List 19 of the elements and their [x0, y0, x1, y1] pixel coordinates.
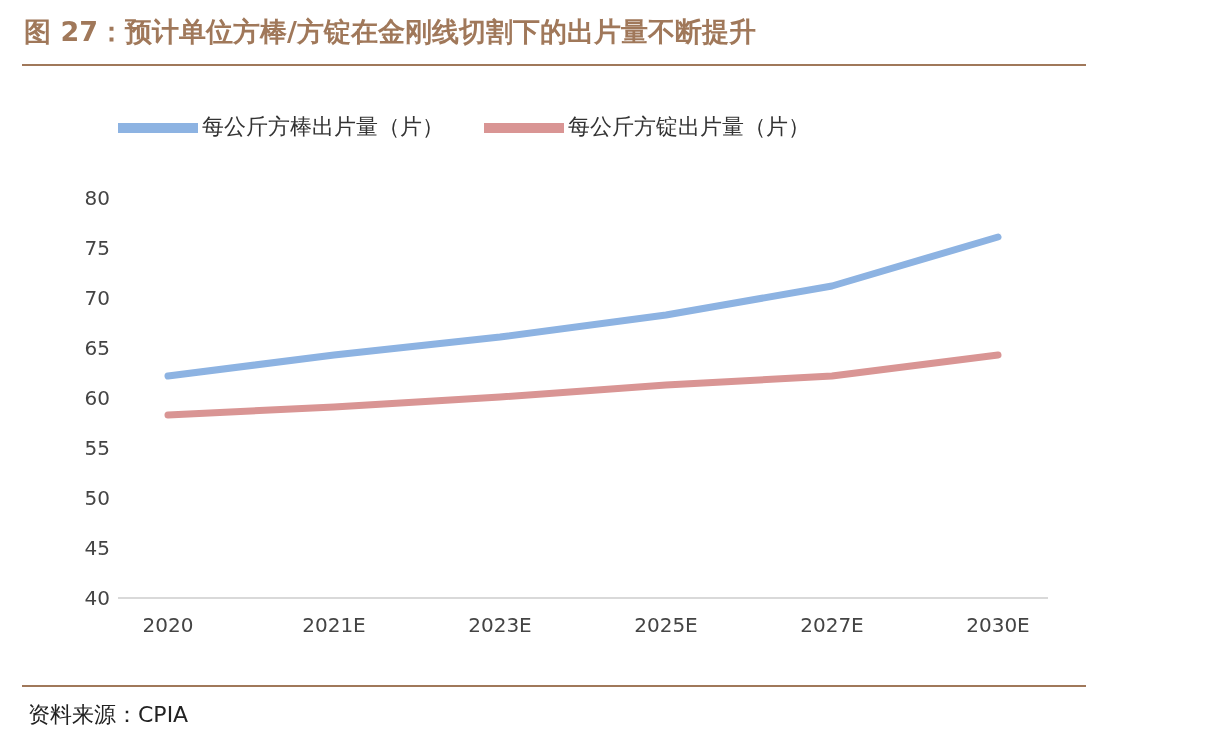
text: 资料来源：CPIA — [28, 701, 189, 729]
y-tick-label: 70 — [84, 286, 110, 311]
legend-label: 每公斤方锭出片量（片） — [568, 114, 810, 139]
x-tick-label: 2020 — [142, 613, 194, 638]
y-tick-label: 60 — [84, 386, 110, 411]
chart-title: 图 27：预计单位方棒/方锭在金刚线切割下的出片量不断提升 — [24, 15, 756, 49]
y-tick-label: 80 — [84, 186, 110, 211]
y-tick-label: 45 — [84, 536, 110, 561]
y-tick-label: 75 — [84, 236, 110, 261]
y-tick-label: 55 — [84, 436, 110, 461]
y-tick-label: 50 — [84, 486, 110, 511]
y-tick-label: 40 — [84, 586, 110, 611]
x-tick-label: 2025E — [634, 613, 698, 638]
x-tick-label: 2030E — [966, 613, 1030, 638]
y-tick-label: 65 — [84, 336, 110, 361]
x-tick-label: 2027E — [800, 613, 864, 638]
legend-label: 每公斤方棒出片量（片） — [202, 114, 444, 139]
x-tick-label: 2023E — [468, 613, 532, 638]
x-tick-label: 2021E — [302, 613, 366, 638]
